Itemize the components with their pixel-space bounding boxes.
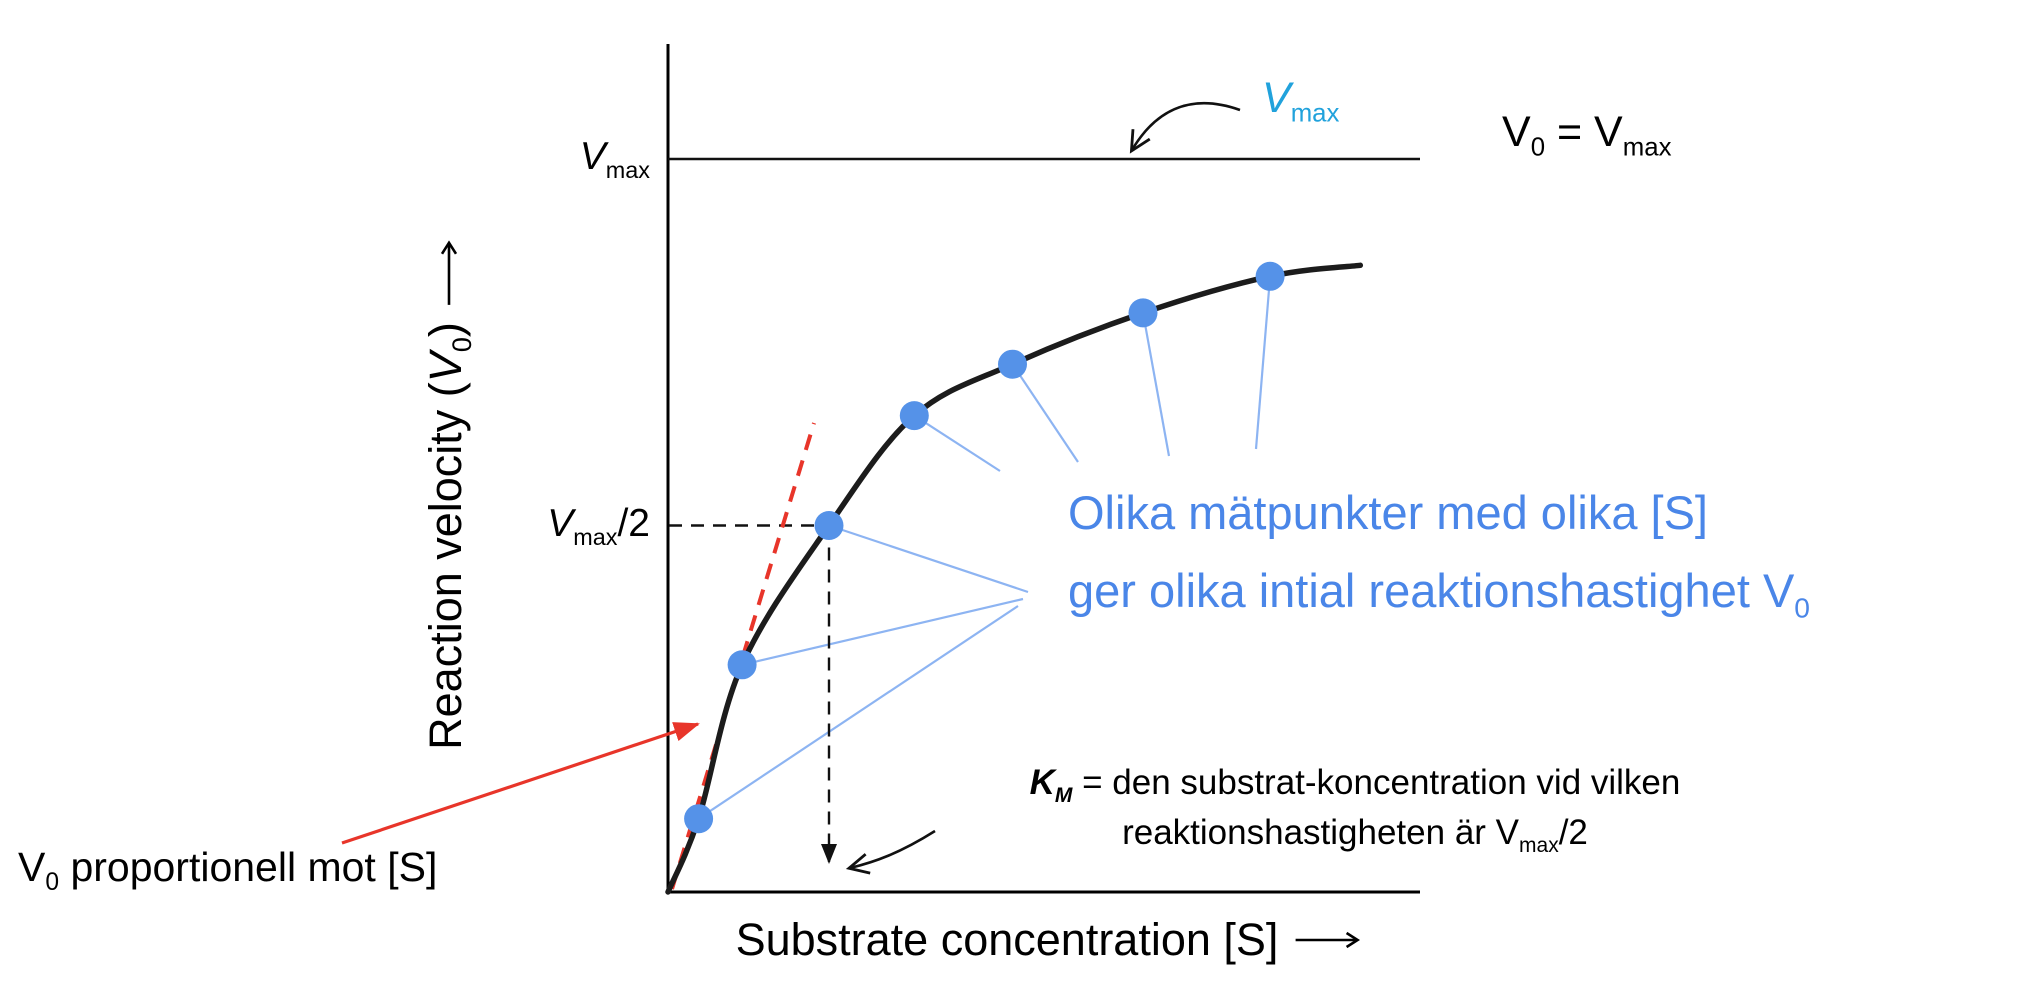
text-segment: ) bbox=[420, 322, 471, 338]
text-segment: 0 bbox=[1794, 591, 1810, 624]
measurement-points-note-line1: Olika mätpunkter med olika [S] bbox=[1068, 474, 1810, 552]
v0-equals-vmax-label: V0 = Vmax bbox=[1502, 108, 1671, 163]
y-axis-label-text: Reaction velocity (V0) bbox=[420, 322, 478, 750]
text-segment: reaktionshastigheten är V bbox=[1122, 812, 1520, 852]
text-segment: 0 bbox=[447, 337, 477, 353]
measurement-points-note-line2: ger olika intial reaktionshastighet V0 bbox=[1068, 552, 1810, 631]
vmax-pointer-arrow bbox=[1129, 102, 1241, 154]
measurement-connector-line bbox=[1141, 312, 1171, 457]
text-segment: V bbox=[1262, 74, 1291, 122]
text-segment: max bbox=[1290, 99, 1340, 128]
data-point bbox=[727, 650, 757, 680]
data-point bbox=[1255, 261, 1285, 291]
measurement-connector-line bbox=[1254, 276, 1272, 450]
text-segment: ger olika intial reaktionshastighet V bbox=[1068, 564, 1795, 618]
text-segment: /2 bbox=[1558, 812, 1588, 852]
y-tick-vmax: Vmax bbox=[450, 134, 650, 193]
proportionality-arrow bbox=[341, 722, 700, 845]
measurement-connector-line bbox=[913, 414, 1001, 472]
data-point bbox=[1128, 298, 1158, 328]
text-segment: V bbox=[420, 352, 471, 383]
measurement-connector-line bbox=[1011, 363, 1079, 463]
measurement-connector-line bbox=[697, 605, 1019, 820]
text-segment: = den substrat-koncentration vid vilken bbox=[1072, 763, 1681, 802]
data-point bbox=[814, 511, 844, 540]
x-axis-label-text: Substrate concentration [S] bbox=[736, 914, 1279, 966]
measurement-connector-line bbox=[828, 524, 1029, 594]
text-segment: V bbox=[18, 844, 46, 890]
text-segment: proportionell mot [S] bbox=[59, 844, 438, 890]
km-definition-note: KM = den substrat-koncentration vid vilk… bbox=[955, 760, 1755, 859]
y-tick-vmax-half: Vmax/2 bbox=[430, 501, 650, 560]
text-segment: V bbox=[1502, 108, 1531, 156]
right-arrow-icon bbox=[1294, 930, 1360, 950]
right-arrow-icon bbox=[439, 240, 459, 306]
data-point bbox=[684, 804, 714, 834]
data-points-group bbox=[684, 261, 1285, 834]
measurement-points-note: Olika mätpunkter med olika [S] ger olika… bbox=[1068, 474, 1810, 631]
data-point bbox=[998, 349, 1027, 379]
text-segment: max bbox=[605, 156, 650, 183]
y-axis-label: Reaction velocity (V0) bbox=[420, 240, 478, 750]
text-segment: max bbox=[573, 523, 618, 550]
v0-proportional-label: V0 proportionell mot [S] bbox=[18, 844, 437, 897]
text-segment: V bbox=[579, 135, 606, 178]
x-axis-label: Substrate concentration [S] bbox=[736, 914, 1361, 966]
vmax-curve-label: Vmax bbox=[1262, 74, 1339, 129]
text-segment: /2 bbox=[617, 502, 650, 545]
text-segment: V bbox=[547, 502, 574, 545]
km-definition-line1: KM = den substrat-koncentration vid vilk… bbox=[955, 760, 1755, 810]
text-segment: max bbox=[1519, 833, 1559, 857]
text-segment: Olika mätpunkter med olika [S] bbox=[1068, 486, 1708, 539]
text-segment: Substrate concentration [S] bbox=[735, 914, 1279, 965]
text-segment: Reaction velocity ( bbox=[420, 382, 471, 750]
text-segment: K bbox=[1029, 763, 1055, 802]
text-segment: 0 bbox=[45, 869, 60, 897]
km-definition-line2: reaktionshastigheten är Vmax/2 bbox=[955, 810, 1755, 860]
text-segment: M bbox=[1054, 784, 1073, 807]
connector-lines-group bbox=[697, 276, 1272, 820]
text-segment: = V bbox=[1545, 108, 1623, 156]
km-pointer-arrow bbox=[845, 829, 936, 875]
data-point bbox=[899, 401, 929, 431]
text-segment: max bbox=[1622, 133, 1672, 162]
text-segment: 0 bbox=[1530, 133, 1546, 162]
measurement-connector-line bbox=[741, 597, 1024, 666]
